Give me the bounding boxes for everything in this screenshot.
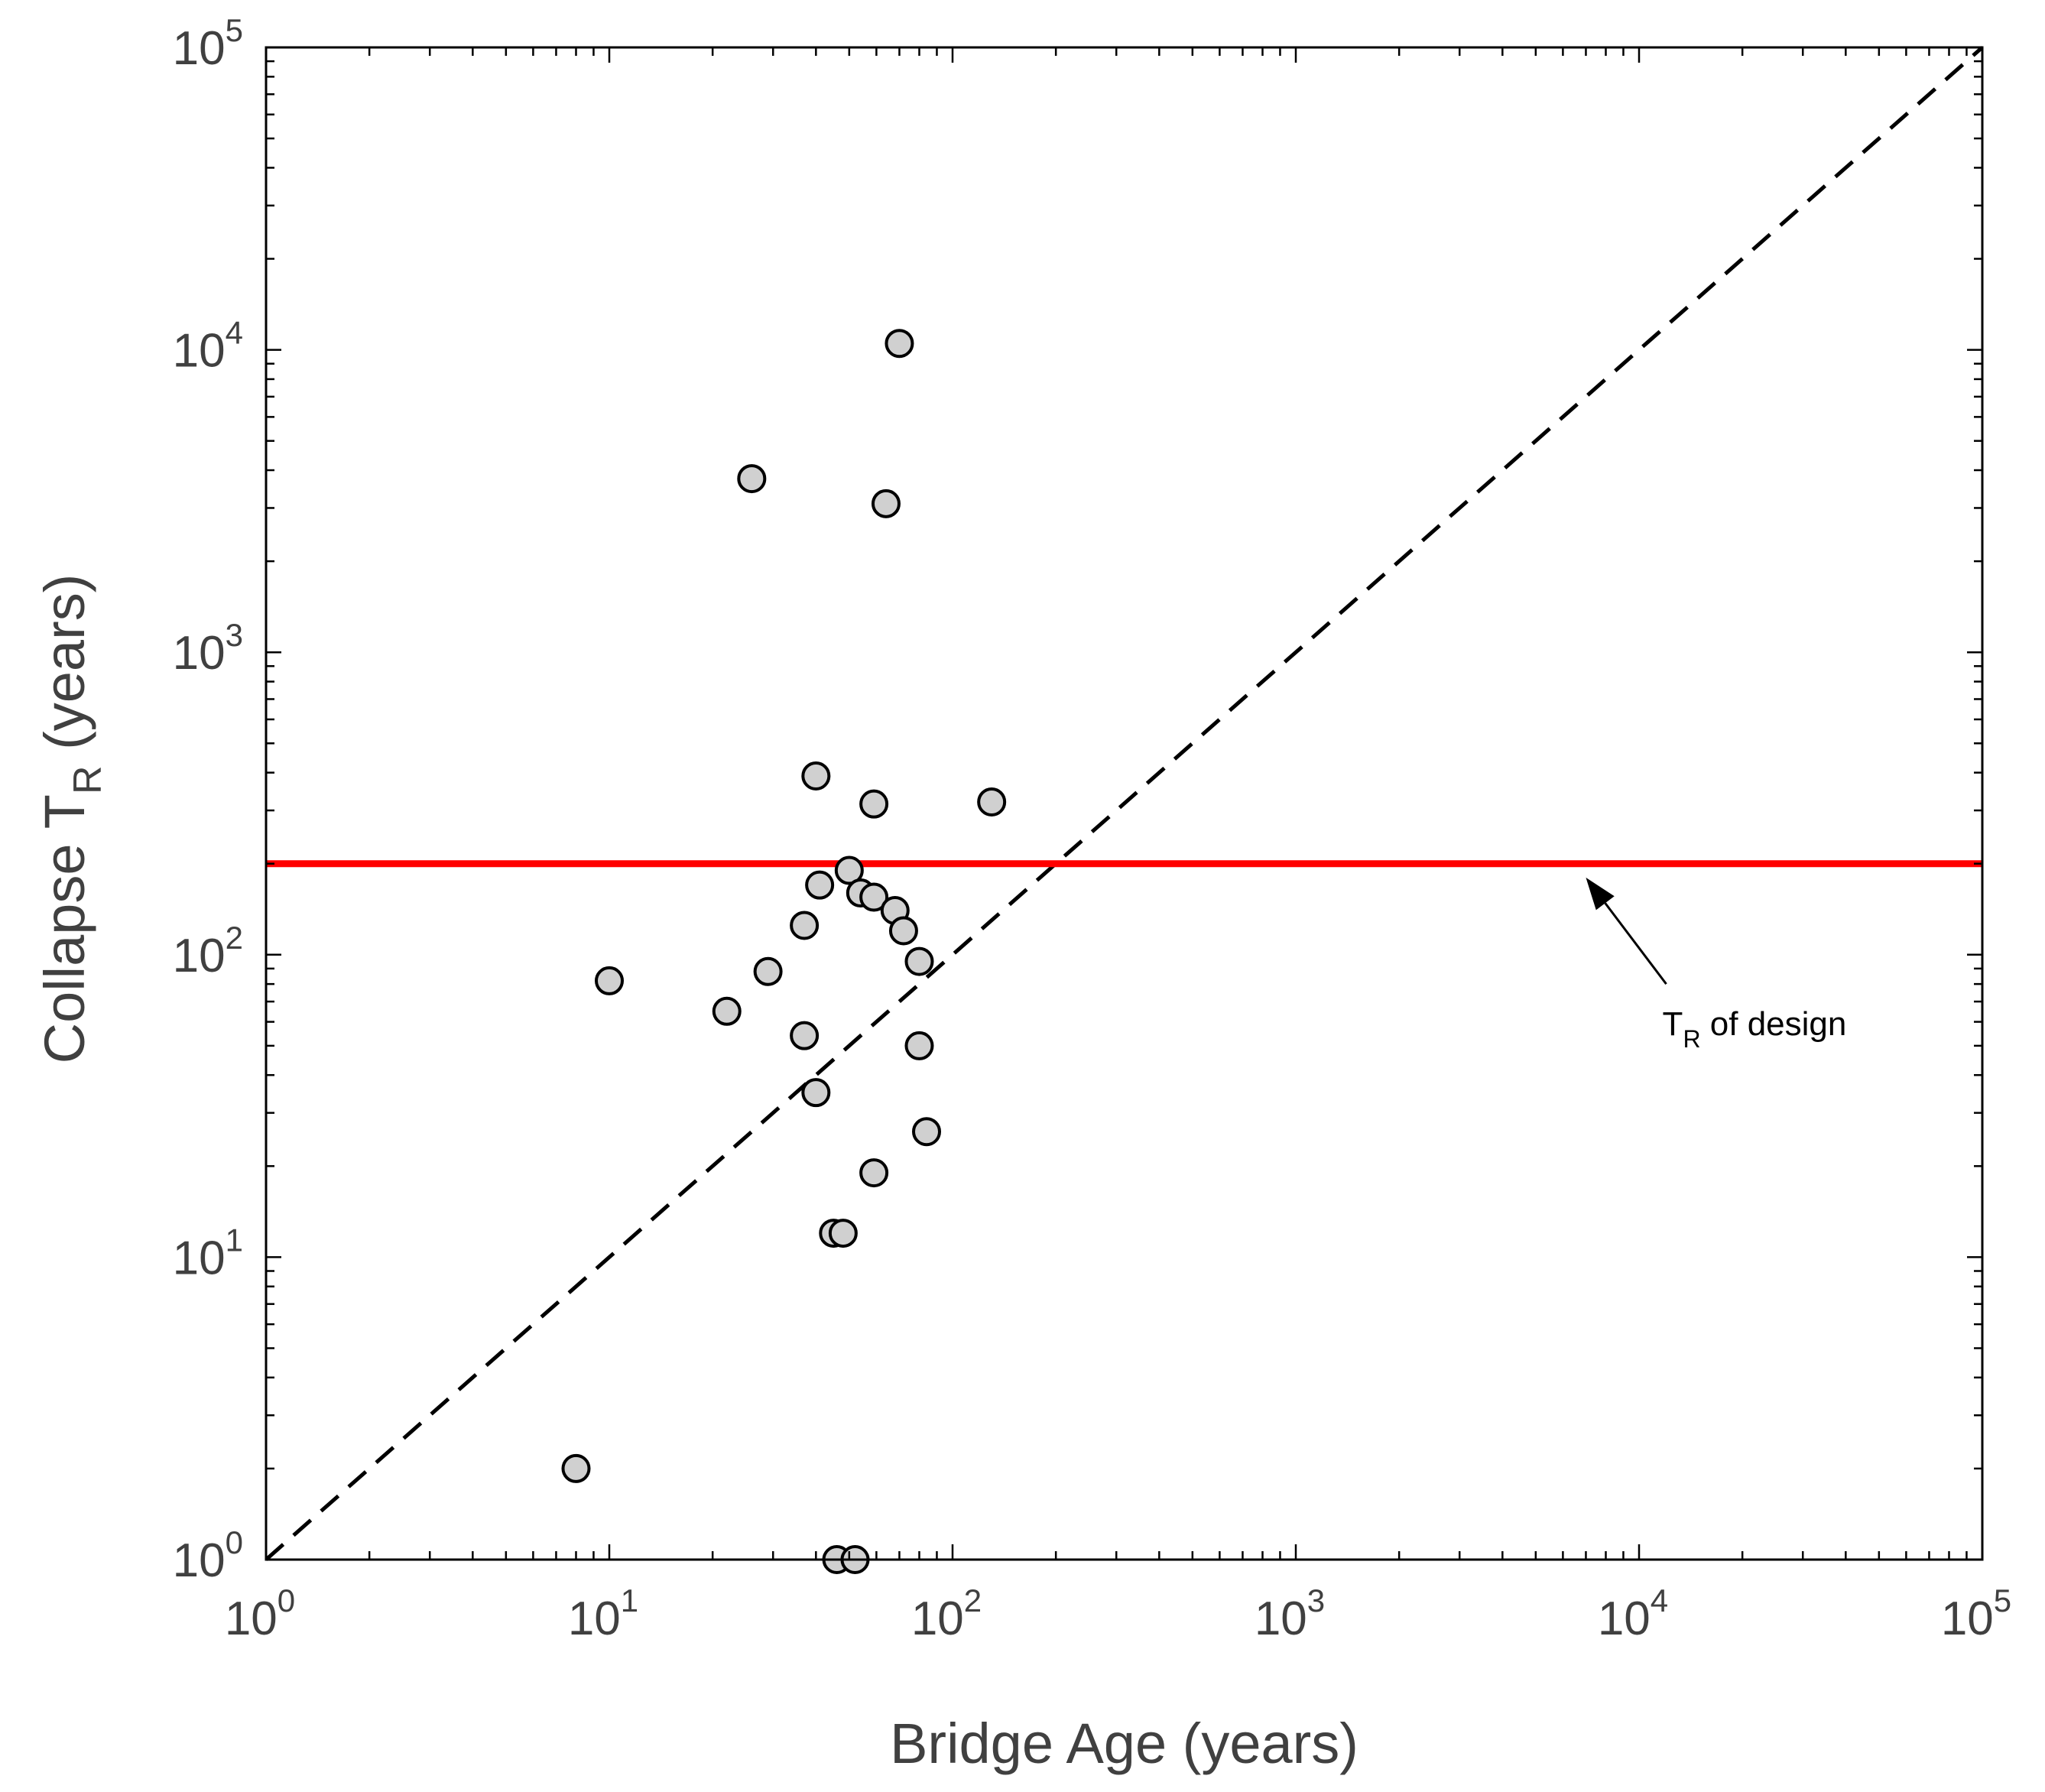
reference-lines (265, 46, 1984, 1561)
data-point (561, 1453, 591, 1483)
data-point (912, 1117, 942, 1147)
y-axis-title-sub: R (66, 765, 110, 794)
data-point (790, 1021, 820, 1050)
y-tick-label: 105 (173, 12, 243, 75)
x-tick-label: 104 (1598, 1583, 1668, 1645)
data-point (753, 956, 783, 986)
data-points (561, 329, 1007, 1574)
data-point (904, 1031, 934, 1060)
x-tick-label: 100 (225, 1583, 295, 1645)
x-tick-label: 105 (1941, 1583, 2011, 1645)
data-point (805, 870, 835, 900)
y-tick-label: 101 (173, 1222, 243, 1284)
svg-text:TR of design: TR of design (1663, 1005, 1847, 1053)
data-point (859, 1158, 889, 1188)
y-axis-title-main: Collapse T (33, 794, 96, 1063)
data-point (859, 882, 889, 912)
annotation-label-sub: R (1683, 1025, 1700, 1053)
svg-text:Collapse TR (years): Collapse TR (years) (33, 574, 110, 1064)
data-point (712, 996, 742, 1026)
data-point (801, 761, 831, 790)
x-tick-label: 103 (1255, 1583, 1325, 1645)
data-point (904, 946, 934, 976)
data-point (595, 966, 624, 995)
data-point (834, 855, 864, 885)
data-point (801, 1078, 831, 1108)
x-tick-label: 101 (568, 1583, 638, 1645)
design-return-period-annotation: TR of design (1586, 877, 1847, 1053)
data-point (885, 329, 914, 359)
annotation-arrow (1604, 902, 1667, 985)
tick-labels: 100 101 102 103 104 105 100 101 102 103 104 105 (173, 12, 2011, 1645)
x-tick-label: 102 (911, 1583, 982, 1645)
data-point (977, 787, 1007, 816)
data-point (859, 789, 889, 819)
identity-dashed-line (265, 46, 1984, 1561)
y-tick-label: 100 (173, 1524, 243, 1587)
y-tick-label: 102 (173, 920, 243, 982)
y-tick-label: 104 (173, 315, 243, 378)
data-point (790, 911, 820, 940)
data-point (871, 489, 901, 518)
plot-area-frame (265, 46, 1984, 1561)
y-axis-title: Collapse TR (years) (33, 574, 110, 1064)
y-axis-title-suffix: (years) (33, 574, 96, 766)
data-point (888, 916, 918, 946)
annotation-label-suffix: of design (1701, 1005, 1847, 1043)
annotation-label-main: T (1663, 1005, 1683, 1043)
x-axis-title: Bridge Age (years) (890, 1712, 1358, 1775)
data-point (828, 1219, 858, 1248)
data-point (737, 464, 767, 494)
annotation-arrowhead (1586, 877, 1615, 911)
y-tick-label: 103 (173, 617, 243, 680)
